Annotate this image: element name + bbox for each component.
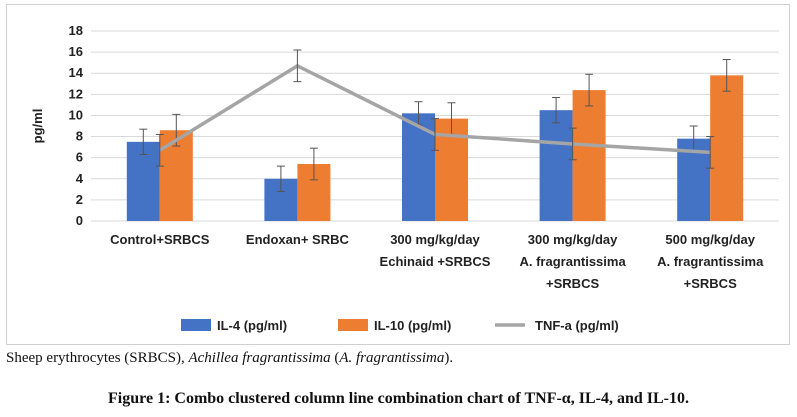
y-tick-label: 8	[76, 129, 83, 144]
x-tick-label: 300 mg/kg/day	[390, 232, 480, 247]
combo-chart: 0 2 4 6 8 10 12 14 16 18 pg/ml Control+SRBCS Endoxan…	[30, 23, 779, 333]
y-tick-label: 6	[76, 150, 83, 165]
note-abbrev: A. fragrantissima	[339, 350, 445, 366]
legend-label: IL-4 (pg/ml)	[217, 318, 287, 333]
bar	[402, 113, 435, 221]
y-tick-label: 2	[76, 192, 83, 207]
figure-title: Figure 1: Combo clustered column line co…	[108, 390, 689, 407]
bar	[539, 110, 573, 221]
y-tick-label: 18	[69, 23, 83, 38]
legend-swatch	[338, 319, 368, 331]
x-tick-label: 300 mg/kg/day	[528, 232, 618, 247]
note-suffix: ).	[444, 350, 454, 366]
bar	[710, 75, 744, 221]
x-tick-label: A. fragrantissima	[657, 254, 764, 269]
y-tick-label: 10	[69, 107, 83, 122]
note-middle: (	[330, 350, 340, 366]
x-tick-label: Echinaid +SRBCS	[380, 254, 491, 269]
y-tick-label: 0	[76, 213, 83, 228]
x-tick-label: +SRBCS	[684, 276, 737, 291]
x-tick-label: Control+SRBCS	[110, 232, 210, 247]
legend-swatch	[181, 319, 211, 331]
legend-label: IL-10 (pg/ml)	[374, 318, 451, 333]
y-tick-label: 14	[69, 65, 84, 80]
figure-note: Sheep erythrocytes (SRBCS), Achillea fra…	[6, 350, 791, 367]
y-axis-label: pg/ml	[30, 109, 45, 144]
x-tick-label: +SRBCS	[546, 276, 599, 291]
y-tick-label: 12	[69, 86, 83, 101]
chart-area: 0 2 4 6 8 10 12 14 16 18 pg/ml Control+SRBCS Endoxan…	[6, 4, 790, 345]
x-tick-label: 500 mg/kg/day	[665, 232, 755, 247]
x-tick-label: Endoxan+ SRBC	[246, 232, 350, 247]
note-prefix: Sheep erythrocytes (SRBCS),	[6, 350, 189, 366]
x-tick-label: A. fragrantissima	[519, 254, 626, 269]
y-tick-label: 4	[76, 171, 84, 186]
y-tick-label: 16	[69, 44, 83, 59]
note-species: Achillea fragrantissima	[188, 350, 331, 366]
bar	[572, 90, 606, 221]
bar	[126, 141, 160, 221]
legend-label: TNF-a (pg/ml)	[535, 318, 619, 333]
